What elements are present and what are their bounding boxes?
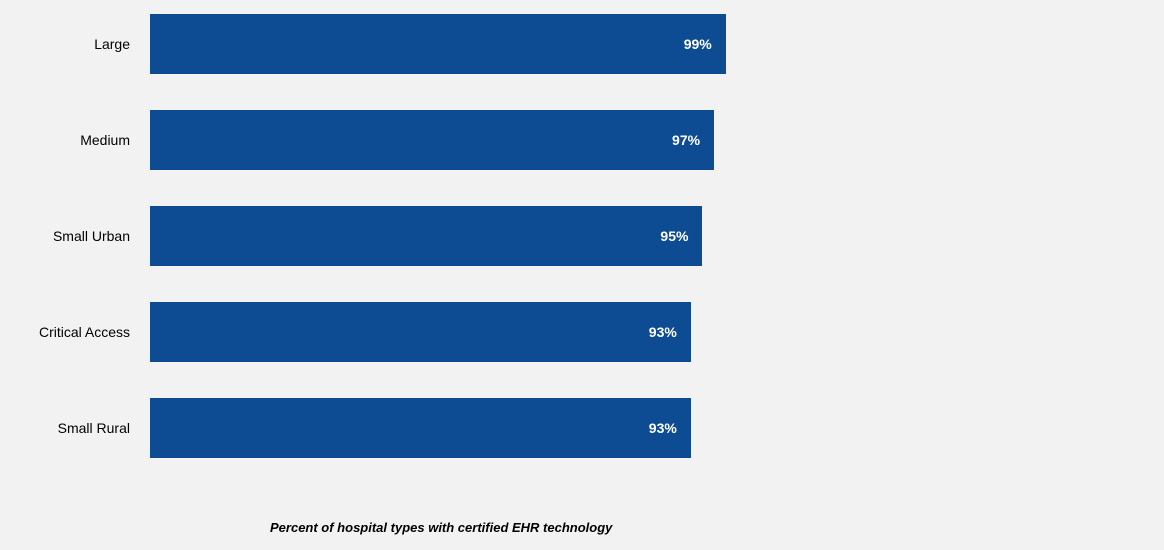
category-label: Small Rural: [0, 398, 140, 458]
bar: 93%: [150, 302, 691, 362]
category-label: Critical Access: [0, 302, 140, 362]
bar: 97%: [150, 110, 714, 170]
bar: 93%: [150, 398, 691, 458]
value-label: 99%: [684, 36, 712, 52]
bar-row: Critical Access 93%: [0, 302, 1164, 362]
value-label: 93%: [649, 324, 677, 340]
bar-row: Large 99%: [0, 14, 1164, 74]
bar-row: Medium 97%: [0, 110, 1164, 170]
category-label: Large: [0, 14, 140, 74]
chart-caption: Percent of hospital types with certified…: [270, 520, 612, 535]
ehr-bar-chart: Large 99% Medium 97% Small Urban 95% Cri…: [0, 0, 1164, 550]
value-label: 97%: [672, 132, 700, 148]
value-label: 93%: [649, 420, 677, 436]
bar: 99%: [150, 14, 726, 74]
value-label: 95%: [660, 228, 688, 244]
bar: 95%: [150, 206, 702, 266]
bar-row: Small Urban 95%: [0, 206, 1164, 266]
bar-row: Small Rural 93%: [0, 398, 1164, 458]
category-label: Small Urban: [0, 206, 140, 266]
category-label: Medium: [0, 110, 140, 170]
